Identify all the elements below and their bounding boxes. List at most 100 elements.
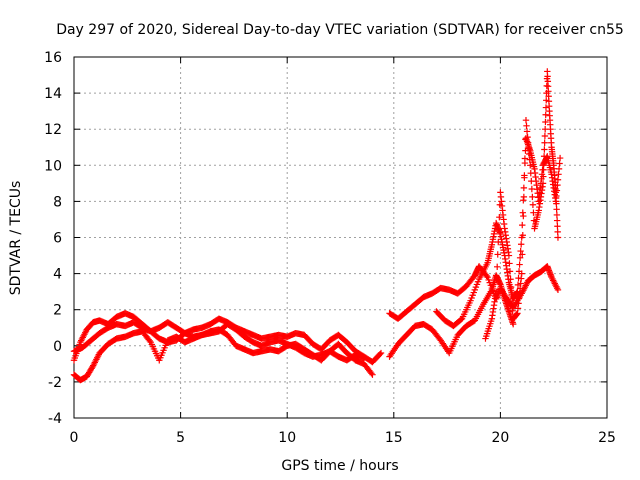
data-point	[369, 371, 376, 378]
data-point	[554, 234, 562, 241]
data-point	[496, 213, 503, 221]
data-point	[529, 193, 536, 201]
data-point	[539, 180, 547, 187]
data-point	[494, 251, 501, 258]
data-point	[494, 263, 501, 271]
data-point	[524, 133, 531, 141]
data-point	[376, 350, 384, 358]
data-point	[508, 291, 515, 299]
y-axis-title: SDTVAR / TECUs	[8, 181, 24, 296]
data-point	[493, 276, 500, 283]
x-tick-label: 0	[70, 430, 79, 446]
x-tick-label: 20	[491, 430, 509, 446]
data-point	[509, 307, 516, 315]
series-track-5	[386, 272, 517, 360]
y-tick-label: 8	[53, 194, 62, 210]
data-point	[524, 139, 532, 146]
data-point	[377, 349, 385, 357]
data-point	[146, 337, 153, 345]
data-point	[541, 132, 549, 140]
data-point	[516, 254, 524, 262]
data-point	[519, 232, 526, 239]
x-tick-label: 25	[598, 430, 616, 446]
y-tick-label: 2	[53, 303, 62, 319]
data-point	[492, 288, 500, 295]
data-point	[554, 228, 561, 236]
data-point	[506, 268, 514, 275]
chart-title: Day 297 of 2020, Sidereal Day-to-day VTE…	[56, 22, 624, 38]
series-track-4	[386, 263, 562, 322]
data-point	[552, 194, 560, 202]
data-point	[360, 355, 368, 362]
data-point	[556, 154, 564, 162]
y-tick-label: -4	[48, 411, 62, 427]
data-point	[528, 177, 535, 185]
data-point	[495, 226, 503, 233]
data-point	[552, 189, 560, 196]
y-tick-label: 4	[53, 267, 62, 283]
data-point	[556, 160, 563, 167]
data-point	[523, 128, 531, 135]
data-point	[540, 159, 548, 167]
data-point	[507, 283, 515, 291]
data-point	[517, 241, 525, 248]
data-point	[517, 247, 524, 255]
data-point	[509, 320, 517, 328]
data-point	[540, 173, 547, 180]
y-tick-label: 10	[44, 158, 62, 174]
data-point	[553, 211, 561, 219]
data-point	[520, 184, 528, 192]
data-point	[540, 166, 547, 174]
data-point	[542, 111, 549, 118]
x-tick-label: 10	[278, 430, 296, 446]
data-point	[542, 118, 549, 126]
data-point	[542, 104, 550, 111]
data-point	[527, 162, 534, 169]
data-point	[519, 221, 526, 229]
y-tick-label: 6	[53, 231, 62, 247]
data-point	[529, 201, 537, 208]
data-point	[518, 270, 525, 277]
data-marks	[70, 68, 564, 384]
data-point	[553, 200, 560, 207]
data-point	[519, 251, 526, 258]
data-point	[523, 122, 530, 130]
x-tick-label: 5	[176, 430, 185, 446]
data-point	[520, 193, 528, 201]
y-tick-label: 14	[44, 86, 62, 102]
grid-layer	[74, 57, 607, 418]
y-tick-label: 12	[44, 122, 62, 138]
data-point	[553, 217, 561, 224]
data-point	[527, 169, 534, 177]
y-tick-label: 16	[44, 50, 62, 66]
data-point	[516, 261, 523, 268]
data-point	[506, 260, 513, 267]
data-point	[525, 145, 532, 152]
data-point	[521, 174, 528, 181]
data-point	[555, 171, 562, 178]
data-point	[507, 276, 514, 283]
series-track-2	[70, 326, 376, 384]
axes: 0 5 10 15 20 25 -4 -2 0 2 4 6 8 10 12 14 16	[44, 50, 616, 446]
data-point	[505, 252, 513, 259]
x-tick-label: 15	[385, 430, 403, 446]
data-point	[520, 212, 527, 220]
x-axis-title: GPS time / hours	[281, 458, 398, 474]
data-point	[521, 155, 529, 162]
data-point	[508, 299, 516, 307]
data-point	[554, 286, 562, 294]
series-track-7	[482, 68, 562, 342]
y-tick-label: 0	[53, 339, 62, 355]
data-point	[528, 185, 536, 193]
data-point	[522, 116, 530, 124]
data-point	[483, 272, 490, 280]
data-point	[540, 153, 548, 160]
data-point	[525, 150, 533, 158]
data-point	[368, 370, 375, 377]
data-point	[495, 238, 502, 246]
y-tick-label: -2	[48, 375, 62, 391]
data-point	[554, 223, 561, 230]
data-point	[541, 139, 548, 146]
data-point	[526, 156, 533, 163]
